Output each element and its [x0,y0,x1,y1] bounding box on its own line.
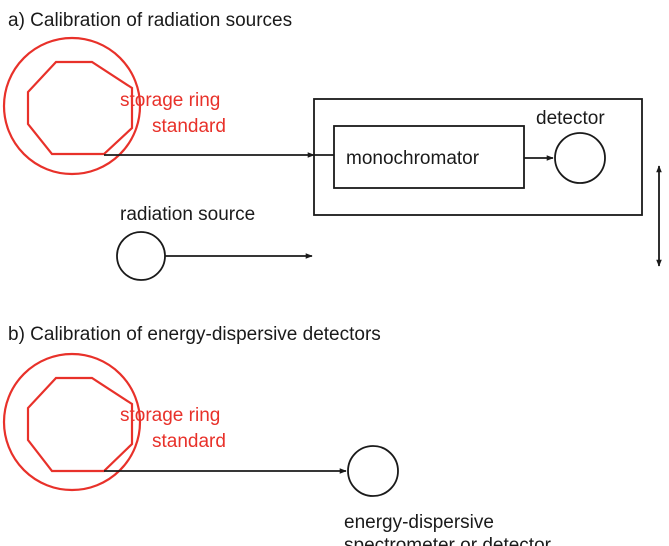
radiation-source-circle [116,231,166,281]
storage-ring-b-octagon [26,376,134,473]
detector-b-label-line1: energy-dispersive [344,512,494,533]
movable-stage-frame [313,98,643,216]
storage-ring-a-octagon [26,60,134,156]
storage-ring-a: storage ring standard [2,36,226,176]
storage-ring-b-label-line1: storage ring [120,405,220,426]
section-a-title: a) Calibration of radiation sources [8,10,292,31]
detector-a-label: detector [536,108,605,129]
storage-ring-a-label-line1: storage ring [120,90,220,111]
radiation-source-label: radiation source [120,204,255,225]
storage-ring-a-circle [2,36,142,176]
detector-b-circle [347,445,399,497]
monochromator-box [333,125,525,189]
detector-a-circle [554,132,606,184]
storage-ring-b: storage ring standard [2,352,226,492]
detector-b-label-line2: spectrometer or detector [344,535,552,546]
section-b-title: b) Calibration of energy-dispersive dete… [8,324,381,345]
storage-ring-a-label-line2: standard [152,116,226,137]
monochromator-label: monochromator [346,148,480,169]
storage-ring-b-circle [2,352,142,492]
storage-ring-b-label-line2: standard [152,431,226,452]
